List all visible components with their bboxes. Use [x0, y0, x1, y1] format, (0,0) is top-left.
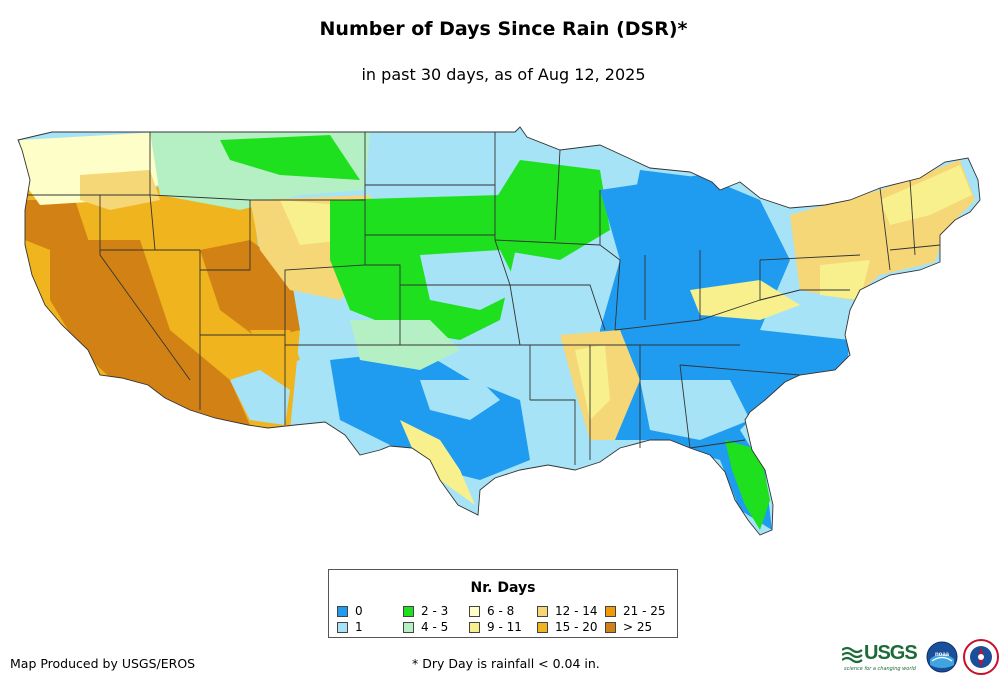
legend-swatch: [605, 605, 616, 617]
map-subtitle: in past 30 days, as of Aug 12, 2025: [361, 65, 646, 84]
legend-item: 2 - 3: [403, 604, 448, 618]
legend-swatch: [469, 605, 480, 617]
legend-label: 21 - 25: [623, 604, 666, 618]
legend-swatch: [537, 621, 548, 633]
legend-label: 9 - 11: [487, 620, 522, 634]
legend-title: Nr. Days: [470, 580, 536, 596]
usgs-wordmark: USGS: [864, 642, 918, 664]
usgs-tagline: science for a changing world: [844, 666, 916, 672]
usgs-wave-icon: [842, 646, 863, 664]
legend-item: 4 - 5: [403, 620, 448, 634]
legend-label: 12 - 14: [555, 604, 598, 618]
footnote-text: * Dry Day is rainfall < 0.04 in.: [412, 656, 600, 671]
legend-label: 1: [355, 620, 363, 634]
legend-item: 0: [337, 604, 363, 618]
legend-swatch: [605, 621, 616, 633]
legend-item: 15 - 20: [537, 620, 598, 634]
legend-swatch: [403, 621, 414, 633]
credit-text: Map Produced by USGS/EROS: [10, 656, 196, 671]
map-title: Number of Days Since Rain (DSR)*: [319, 18, 688, 40]
svg-text:noaa: noaa: [935, 652, 950, 658]
legend-label: > 25: [623, 620, 653, 634]
nws-logo: [963, 639, 999, 675]
legend-label: 15 - 20: [555, 620, 598, 634]
legend-item: 6 - 8: [469, 604, 514, 618]
legend-item: 12 - 14: [537, 604, 598, 618]
legend: Nr. Days 0 1 2 - 3 4 - 5 6 - 8 9 - 11 12…: [328, 569, 678, 638]
legend-swatch: [337, 605, 348, 617]
legend-item: > 25: [605, 620, 652, 634]
legend-label: 6 - 8: [487, 604, 515, 618]
legend-item: 9 - 11: [469, 620, 522, 634]
usgs-logo: USGS science for a changing world: [842, 642, 920, 676]
legend-swatch: [403, 605, 414, 617]
legend-item: 21 - 25: [605, 604, 666, 618]
noaa-logo: noaa: [926, 641, 958, 673]
legend-label: 4 - 5: [421, 620, 449, 634]
legend-swatch: [469, 621, 480, 633]
legend-swatch: [337, 621, 348, 633]
legend-item: 1: [337, 620, 363, 634]
legend-label: 2 - 3: [421, 604, 449, 618]
legend-label: 0: [355, 604, 363, 618]
legend-swatch: [537, 605, 548, 617]
